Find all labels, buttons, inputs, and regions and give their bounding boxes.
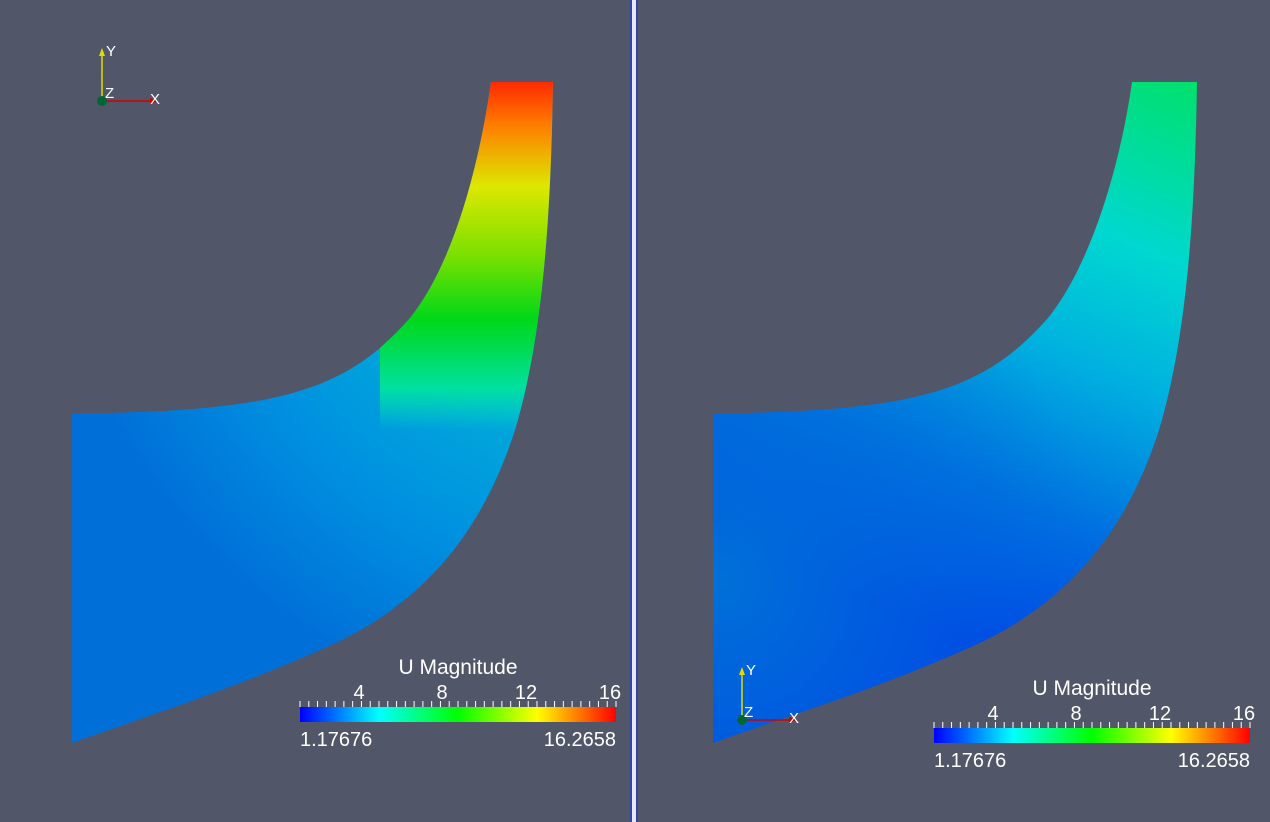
velocity-field-right	[713, 82, 1197, 743]
colorbar-min-label: 1.17676	[934, 750, 1006, 772]
colorbar-left[interactable]: U Magnitude 4 8 12 16 1.17676 16.2658	[299, 656, 621, 751]
render-view-left[interactable]: Y X Z U Magnitude 4 8 12 16 1.17676 16.2…	[0, 0, 630, 822]
colorbar-tick-label: 12	[1149, 703, 1171, 725]
render-canvas-right[interactable]: Y X Z U Magnitude 4 8 12 16 1.17676 16.2…	[638, 0, 1270, 822]
colorbar-minor-ticks	[299, 701, 617, 707]
y-axis-label: Y	[106, 43, 116, 60]
colorbar-tick-label: 16	[599, 682, 621, 704]
render-view-right[interactable]: Y X Z U Magnitude 4 8 12 16 1.17676 16.2…	[638, 0, 1270, 822]
colorbar-tick-label: 12	[515, 682, 537, 704]
colorbar-tick-label: 8	[436, 682, 447, 704]
colorbar-gradient	[934, 728, 1250, 743]
colorbar-tick-label: 16	[1233, 703, 1255, 725]
velocity-field-left	[72, 82, 553, 743]
x-axis-label: X	[789, 710, 799, 727]
colorbar-tick-label: 8	[1070, 703, 1081, 725]
colorbar-gradient	[300, 707, 616, 722]
colorbar-minor-ticks	[933, 722, 1251, 728]
z-axis-label: Z	[744, 704, 753, 721]
colorbar-title: U Magnitude	[1032, 677, 1151, 700]
colorbar-title: U Magnitude	[398, 656, 517, 679]
x-axis-label: X	[150, 91, 160, 108]
colorbar-right[interactable]: U Magnitude 4 8 12 16 1.17676 16.2658	[933, 677, 1255, 772]
colorbar-tick-label: 4	[353, 682, 364, 704]
colorbar-max-label: 16.2658	[544, 729, 616, 751]
render-canvas-left[interactable]: Y X Z U Magnitude 4 8 12 16 1.17676 16.2…	[0, 0, 630, 822]
orientation-axes-left: Y X Z	[97, 43, 160, 108]
orientation-axes-right: Y X Z	[737, 662, 799, 727]
y-axis-label: Y	[746, 662, 756, 679]
view-splitter[interactable]	[630, 0, 638, 822]
colorbar-max-label: 16.2658	[1178, 750, 1250, 772]
colorbar-tick-label: 4	[987, 703, 998, 725]
z-axis-label: Z	[105, 85, 114, 102]
colorbar-min-label: 1.17676	[300, 729, 372, 751]
